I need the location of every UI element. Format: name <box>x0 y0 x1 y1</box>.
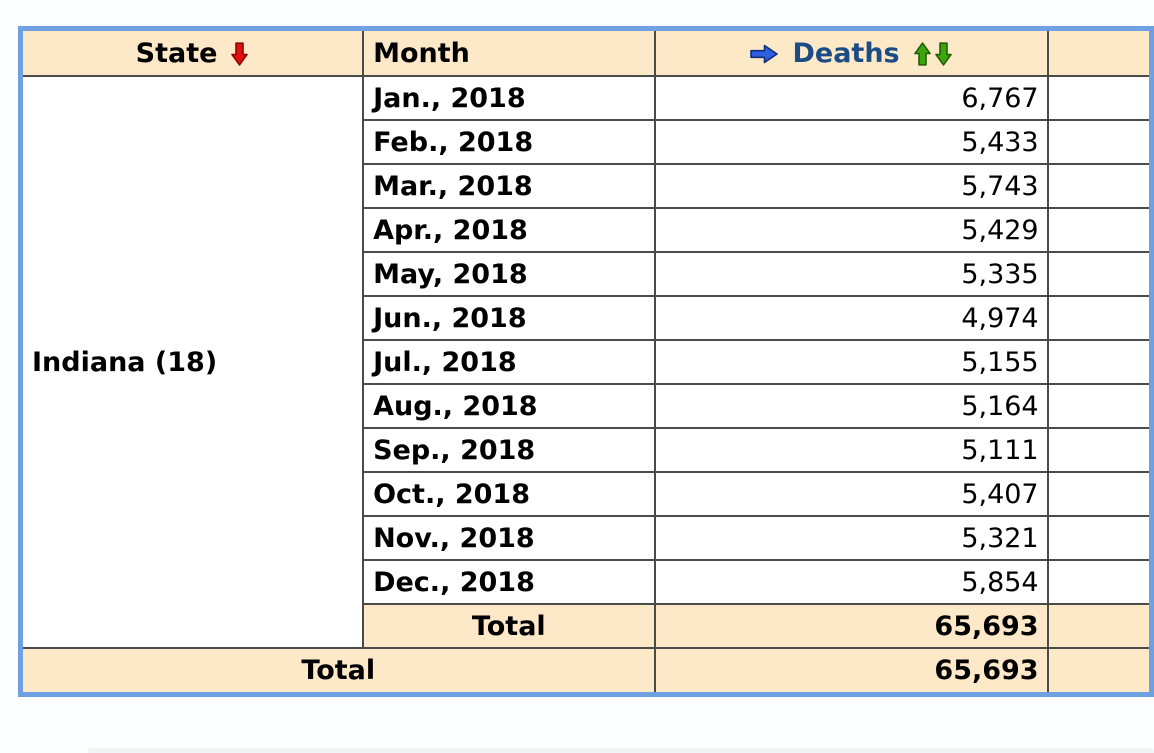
deaths-value-cell: 5,111 <box>653 427 1049 473</box>
deaths-value-cell: 4,974 <box>653 295 1049 341</box>
state-sort-descending-icon[interactable] <box>230 41 249 67</box>
deaths-column-header: Deaths <box>653 30 1049 77</box>
deaths-value-cell: 5,407 <box>653 471 1049 517</box>
deaths-value-cell: 5,155 <box>653 339 1049 385</box>
month-cell: May, 2018 <box>362 251 656 297</box>
month-data-row: Mar., 2018 5,743 <box>23 163 1151 209</box>
month-data-row: Jun., 2018 4,974 <box>23 295 1151 341</box>
month-data-row: Aug., 2018 5,164 <box>23 383 1151 429</box>
extra-cell <box>1046 163 1151 209</box>
group-total-extra-cell <box>1046 603 1151 649</box>
extra-cell <box>1046 427 1151 473</box>
header-row: State Month <box>21 30 1151 77</box>
page-bottom-divider <box>88 748 1154 753</box>
month-data-row: Oct., 2018 5,407 <box>23 471 1151 517</box>
extra-cell <box>1046 251 1151 297</box>
month-cell: Feb., 2018 <box>362 119 656 165</box>
extra-cell <box>1046 119 1151 165</box>
month-data-row: Jul., 2018 5,155 <box>23 339 1151 385</box>
month-column-label: Month <box>373 37 470 69</box>
grand-total-extra-cell <box>1046 647 1151 693</box>
month-cell: Dec., 2018 <box>362 559 656 605</box>
table-body: Indiana (18) Jan., 2018 6,767 Feb., 2018 5,4… <box>21 75 1151 693</box>
grand-total-row: Total 65,693 <box>22 647 1151 693</box>
deaths-value-cell: 5,335 <box>653 251 1049 297</box>
month-column-header: Month <box>362 30 656 77</box>
month-data-row: May, 2018 5,335 <box>23 251 1151 297</box>
month-data-row: Nov., 2018 5,321 <box>23 515 1151 561</box>
deaths-value-cell: 5,429 <box>653 207 1049 253</box>
extra-cell <box>1046 207 1151 253</box>
state-group-cell: Indiana (18) <box>21 75 365 649</box>
month-cell: Sep., 2018 <box>362 427 656 473</box>
extra-cell <box>1046 295 1151 341</box>
month-data-row: Indiana (18) Jan., 2018 6,767 <box>21 75 1151 649</box>
deaths-value-cell: 6,767 <box>653 75 1049 121</box>
month-cell: Aug., 2018 <box>362 383 656 429</box>
month-cell: Nov., 2018 <box>362 515 656 561</box>
results-table: State Month <box>21 30 1151 693</box>
extra-column-header <box>1046 30 1151 77</box>
grand-total-deaths: 65,693 <box>653 647 1049 693</box>
month-data-row: Sep., 2018 5,111 <box>23 427 1151 473</box>
extra-cell <box>1046 471 1151 517</box>
deaths-nav-right-arrow-icon[interactable] <box>749 44 779 64</box>
state-column-header: State <box>21 30 365 77</box>
extra-cell <box>1046 75 1151 121</box>
extra-cell <box>1046 383 1151 429</box>
extra-cell <box>1046 559 1151 605</box>
month-cell: Jul., 2018 <box>362 339 656 385</box>
group-total-label: Total <box>362 603 656 649</box>
deaths-sort-descending-icon[interactable] <box>934 41 953 67</box>
month-data-row: Apr., 2018 5,429 <box>23 207 1151 253</box>
grand-total-label: Total <box>22 647 656 693</box>
month-cell: Jun., 2018 <box>362 295 656 341</box>
state-column-label: State <box>135 38 218 69</box>
deaths-value-cell: 5,433 <box>653 119 1049 165</box>
month-cell: Mar., 2018 <box>362 163 656 209</box>
deaths-value-cell: 5,854 <box>653 559 1049 605</box>
extra-cell <box>1046 515 1151 561</box>
extra-cell <box>1046 339 1151 385</box>
deaths-sort-ascending-icon[interactable] <box>913 41 932 67</box>
deaths-column-label: Deaths <box>792 38 900 69</box>
month-cell: Jan., 2018 <box>362 75 656 121</box>
month-data-row: Feb., 2018 5,433 <box>23 119 1151 165</box>
deaths-value-cell: 5,743 <box>653 163 1049 209</box>
results-table-container: State Month <box>18 26 1154 697</box>
deaths-value-cell: 5,321 <box>653 515 1049 561</box>
group-total-deaths: 65,693 <box>653 603 1049 649</box>
month-cell: Apr., 2018 <box>362 207 656 253</box>
deaths-value-cell: 5,164 <box>653 383 1049 429</box>
group-total-row: Total 65,693 <box>23 603 1151 649</box>
month-cell: Oct., 2018 <box>362 471 656 517</box>
month-data-row: Dec., 2018 5,854 <box>23 559 1151 605</box>
